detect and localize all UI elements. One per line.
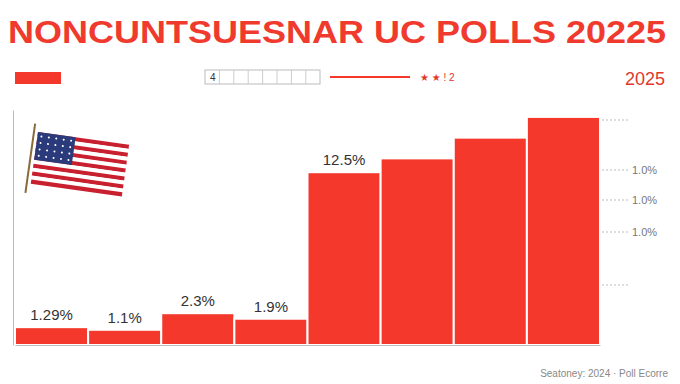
bar [527, 117, 600, 345]
header-box [205, 70, 320, 84]
data-label: 12.5% [323, 151, 366, 168]
flag-star [68, 152, 70, 154]
header-box-cell [305, 70, 306, 84]
flag-star [69, 146, 71, 148]
x-axis-line [16, 345, 601, 346]
header-line [330, 76, 410, 78]
annotation: 2025 [625, 69, 665, 89]
flag-star [38, 155, 40, 157]
flag-star [53, 150, 55, 152]
flag-star [54, 144, 56, 146]
guide-line [602, 232, 628, 233]
guide-line [602, 200, 628, 201]
flag-star [48, 136, 50, 138]
flag-star [70, 140, 72, 142]
bar [88, 330, 161, 345]
guide-line [602, 120, 628, 121]
annotation: 1.0% [632, 226, 657, 238]
header-box-cell [219, 70, 220, 84]
data-label: 1.29% [30, 306, 73, 323]
bar [308, 172, 381, 345]
annotation: 1.0% [632, 164, 657, 176]
flag-star [61, 151, 63, 153]
header-box-cell [277, 70, 278, 84]
flag-star [45, 156, 47, 158]
header-box-cell [248, 70, 249, 84]
bars [15, 117, 600, 345]
flag-star [62, 145, 64, 147]
bar [15, 327, 88, 345]
x-axis [16, 345, 601, 346]
flag-star [60, 158, 62, 160]
y-axis [13, 111, 14, 346]
data-label: 2.3% [181, 292, 215, 309]
header-box-cell [291, 70, 292, 84]
header-swatch [15, 72, 61, 84]
annotation: 4 [210, 72, 216, 83]
bar [161, 313, 234, 345]
header-box-frame [205, 70, 320, 84]
flag-canton [34, 132, 76, 165]
flag-star [63, 139, 65, 141]
flag-star [39, 142, 41, 144]
y-axis-line [13, 111, 14, 346]
flag-star [46, 149, 48, 151]
guide-line [602, 170, 628, 171]
data-label: 1.1% [108, 309, 142, 326]
bar [234, 319, 307, 345]
header-box-cell [233, 70, 234, 84]
title: NONCUNTSUESNAR UC POLLS 20225 [8, 15, 666, 50]
bar [454, 138, 527, 345]
annotation: ★ ★ ! 2 [420, 72, 455, 83]
bar [381, 158, 454, 345]
header-box-cell [262, 70, 263, 84]
flag-star [52, 157, 54, 159]
flag-stripe [31, 180, 123, 197]
annotations: 4 ★ ★ ! 2 2025 1.0% 1.0% 1.0% Seatoney: 2024 ·… [210, 69, 668, 379]
flag [25, 124, 130, 207]
data-labels: 1.29% 1.1% 2.3% 1.9% 12.5% [30, 151, 365, 326]
flag-star [47, 143, 49, 145]
flag-star [55, 137, 57, 139]
annotation: Seatoney: 2024 · Poll Ecorre [540, 368, 668, 379]
guide-line [602, 285, 628, 286]
chart: NONCUNTSUESNAR UC POLLS 20225 1.29% 1.1% 2.… [0, 0, 680, 384]
flag-star [67, 159, 69, 161]
flag-star [40, 135, 42, 137]
annotation: 1.0% [632, 194, 657, 206]
data-label: 1.9% [254, 298, 288, 315]
flag-star [38, 148, 40, 150]
